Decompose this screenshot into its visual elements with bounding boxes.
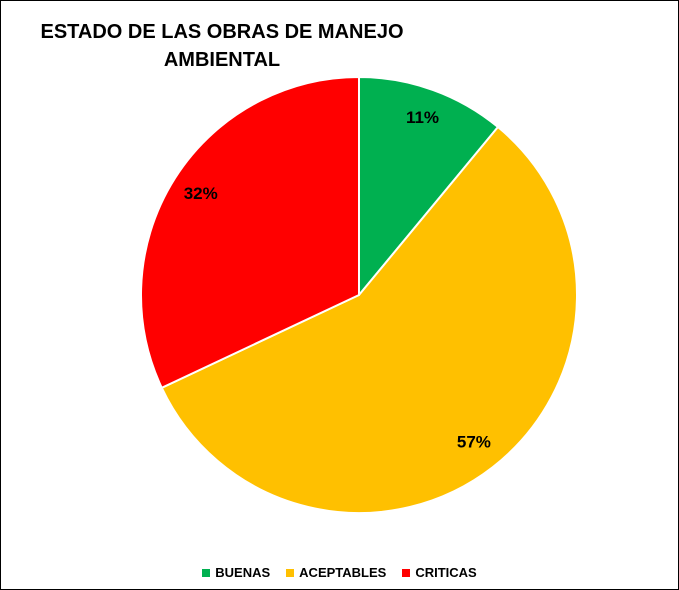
chart-title: ESTADO DE LAS OBRAS DE MANEJO AMBIENTAL xyxy=(40,21,404,71)
data-label: 57% xyxy=(457,433,491,452)
legend-swatch xyxy=(202,568,211,577)
pie-slice xyxy=(358,75,500,298)
legend-label: BUENAS xyxy=(215,565,271,580)
legend-item: CRITICAS xyxy=(402,565,477,580)
pie-slice xyxy=(140,75,360,390)
legend-swatch xyxy=(286,568,295,577)
pie-slice xyxy=(160,125,578,514)
legend-item: BUENAS xyxy=(202,565,270,580)
legend-swatch xyxy=(402,568,411,577)
legend: BUENAS ACEPTABLES CRITICAS xyxy=(0,565,679,580)
legend-label: CRITICAS xyxy=(415,565,477,580)
legend-label: ACEPTABLES xyxy=(299,565,387,580)
legend-item: ACEPTABLES xyxy=(286,565,386,580)
data-label: 32% xyxy=(184,184,218,203)
data-label: 11% xyxy=(406,108,439,127)
